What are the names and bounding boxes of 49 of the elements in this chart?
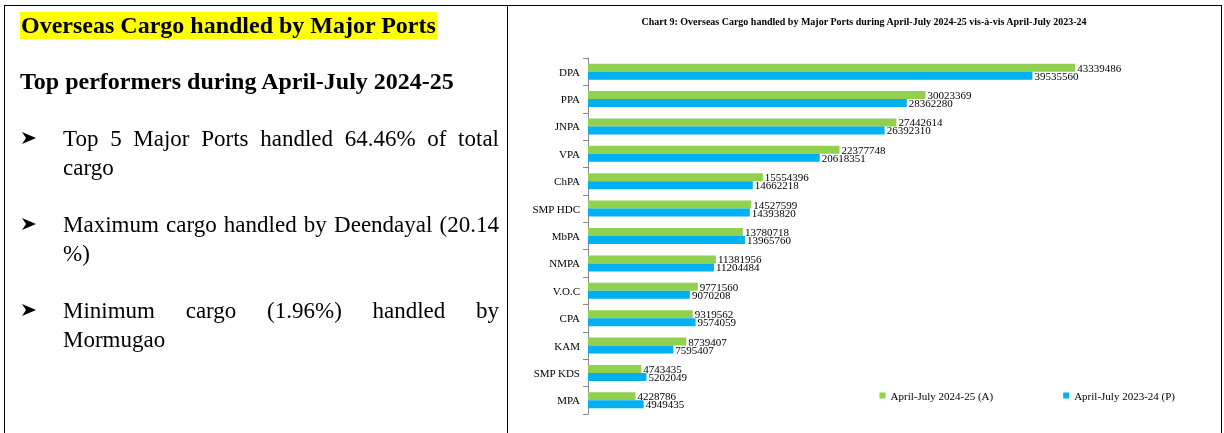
bar	[588, 364, 642, 373]
y-tick-label: VPA	[559, 147, 581, 160]
bar	[588, 400, 644, 409]
bar	[588, 282, 698, 291]
legend-label: April-July 2023-24 (P)	[1074, 389, 1176, 403]
bar	[588, 200, 752, 209]
y-tick-label: SMP HDC	[532, 202, 580, 215]
bar	[588, 236, 745, 244]
bar	[588, 126, 885, 135]
y-tick-label: CPA	[559, 312, 581, 325]
y-tick-label: JNPA	[554, 120, 581, 133]
data-label: 13780718	[744, 226, 790, 238]
y-tick-label: ChPA	[554, 175, 581, 188]
bar	[588, 208, 750, 217]
chart-title: Chart 9: Overseas Cargo handled by Major Ports during April-July 2024-25 vis-à-vis April-July 2023-24	[641, 15, 1087, 27]
bar	[588, 91, 926, 100]
y-tick-label: SMP KDS	[533, 366, 580, 379]
bar	[588, 145, 840, 154]
bar	[588, 290, 690, 299]
bar	[588, 181, 753, 190]
bar	[588, 372, 647, 381]
bar	[588, 310, 693, 319]
bar	[588, 118, 897, 127]
text: Minimum cargo (1.96%) handled by Mormugao	[63, 297, 499, 354]
y-tick-label: MbPA	[551, 230, 581, 242]
y-tick-label: KAM	[554, 339, 581, 352]
y-tick-label: NMPA	[549, 257, 581, 270]
bar	[588, 255, 716, 264]
data-label: 43339486	[1077, 61, 1122, 74]
bar	[588, 318, 696, 327]
text: Top 5 Major Ports handled 64.46% of total cargo	[63, 125, 499, 182]
bar	[588, 228, 743, 236]
bar	[588, 392, 636, 401]
bar	[588, 63, 1076, 72]
bar	[588, 345, 674, 354]
bar	[588, 173, 763, 182]
legend-label: April-July 2024-25 (A)	[890, 389, 994, 403]
text: Overseas Cargo handled by Major Ports	[20, 12, 437, 39]
bar	[588, 71, 1033, 80]
y-tick-label: DPA	[559, 65, 581, 78]
y-tick-label: V.O.C	[552, 284, 580, 297]
bar	[588, 337, 687, 346]
text: Top performers during April-July 2024-25	[20, 68, 454, 95]
text: Maximum cargo handled by Deendayal (20.14 %)	[63, 211, 499, 268]
bar	[588, 263, 714, 272]
y-tick-label: MPA	[557, 394, 581, 407]
bar	[588, 153, 820, 162]
y-tick-label: PPA	[560, 93, 581, 106]
bar	[588, 99, 907, 108]
